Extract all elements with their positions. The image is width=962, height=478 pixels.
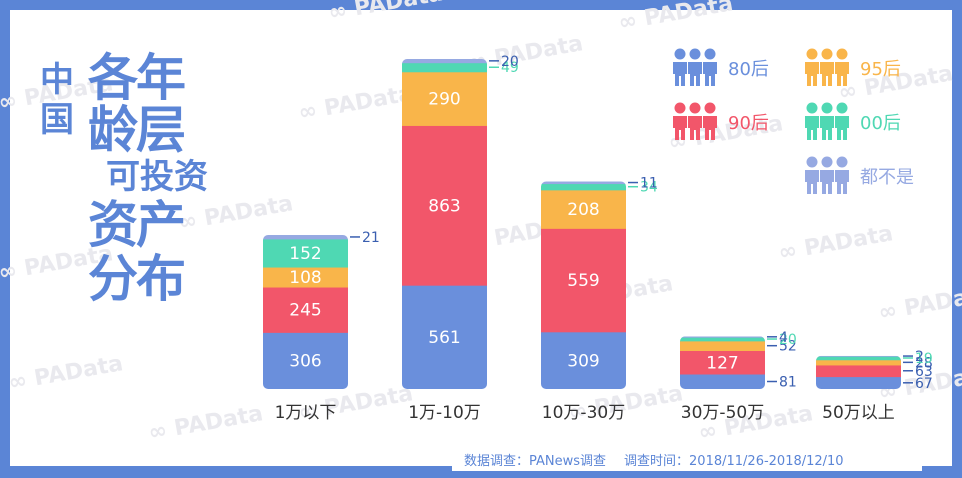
title-line-3: 可投资: [106, 157, 208, 197]
watermark-text: ∞ PAData: [877, 281, 962, 326]
title-prefix-char-2: 国: [40, 100, 74, 140]
data-label: 21: [362, 230, 380, 246]
bar-segment: [402, 71, 487, 126]
legend: 80后 95后 90后 00后 都不是: [672, 42, 932, 212]
legend-item-90: 90后: [672, 102, 769, 142]
data-label: 34: [640, 180, 658, 196]
watermark-text: ∞ PAData: [327, 0, 445, 26]
data-label: 81: [779, 375, 797, 391]
watermark-text: ∞ PAData: [147, 401, 265, 446]
bar-segment: [816, 356, 901, 361]
people-icon: [673, 102, 717, 140]
bar-segment: [263, 332, 348, 389]
data-label: 19: [915, 351, 933, 367]
data-label: 127: [706, 353, 738, 373]
data-label: 863: [428, 196, 460, 216]
chart-title: 各年 龄层 可投资 资产 分布: [88, 52, 228, 306]
people-icon: [805, 102, 849, 140]
bar-segment: [541, 181, 626, 185]
title-line-1: 各年: [88, 49, 186, 107]
people-icon: [673, 48, 717, 86]
legend-item-00: 00后: [804, 102, 901, 142]
data-label: 20: [501, 54, 519, 70]
bar-segment: [680, 350, 765, 375]
title-line-2: 龄层: [88, 101, 186, 159]
legend-item-95: 95后: [804, 48, 901, 88]
bar-segment: [263, 287, 348, 333]
bar-stack: [263, 235, 348, 389]
bars-layer: 306245108152211万以下56186329049201万-10万309…: [263, 54, 933, 423]
category-label: 1万-10万: [408, 403, 481, 423]
bar-segment: [402, 285, 487, 389]
bar-segment: [541, 331, 626, 389]
bar-stack: [402, 59, 487, 389]
legend-label-none: 都不是: [860, 167, 914, 188]
bar-stack: [816, 355, 901, 390]
footer-period: 调查时间：2018/11/26-2018/12/10: [624, 453, 844, 469]
data-label: 67: [915, 376, 933, 392]
legend-label-00: 00后: [860, 113, 901, 134]
data-label: 4: [779, 330, 788, 346]
data-label: 28: [915, 355, 933, 371]
data-label: 63: [915, 364, 933, 380]
people-icon: [805, 156, 849, 194]
bar-segment: [680, 340, 765, 352]
data-label: 52: [779, 339, 797, 355]
watermark-text: ∞ PAData: [777, 221, 895, 266]
bar-segment: [816, 355, 901, 357]
category-label: 1万以下: [275, 403, 337, 423]
watermark-text: ∞ PAData: [617, 0, 735, 36]
data-label: 561: [428, 328, 460, 348]
watermark-text: ∞ PAData: [7, 351, 125, 396]
bar-segment: [541, 189, 626, 229]
legend-label-95: 95后: [860, 59, 901, 80]
data-label: 309: [567, 351, 599, 371]
title-prefix-char-1: 中: [40, 60, 74, 100]
category-label: 30万-50万: [681, 403, 764, 423]
legend-label-90: 90后: [728, 113, 769, 134]
bar-segment: [263, 238, 348, 268]
footer-source: 数据调查：PANews调查: [464, 453, 607, 469]
data-label: 559: [567, 271, 599, 291]
legend-item-none: 都不是: [804, 156, 914, 196]
people-icon: [805, 48, 849, 86]
data-label: 11: [640, 176, 658, 192]
bar-segment: [680, 374, 765, 389]
bar-stack: [541, 181, 626, 389]
bar-segment: [263, 235, 348, 240]
data-label: 20: [779, 332, 797, 348]
data-label: 108: [289, 268, 321, 288]
bar-segment: [402, 62, 487, 73]
data-label: 306: [289, 352, 321, 372]
legend-label-80: 80后: [728, 59, 769, 80]
data-label: 49: [501, 60, 519, 76]
bar-segment: [680, 337, 765, 342]
data-label: 208: [567, 200, 599, 220]
title-prefix: 中 国: [40, 60, 82, 140]
data-label: 2: [915, 349, 924, 365]
data-label: 245: [289, 301, 321, 321]
legend-item-80: 80后: [672, 48, 769, 88]
title-line-4: 资产: [88, 196, 186, 254]
bar-segment: [680, 336, 765, 338]
bar-segment: [816, 376, 901, 390]
bar-segment: [263, 267, 348, 288]
bar-segment: [816, 364, 901, 378]
bar-segment: [402, 59, 487, 64]
bar-segment: [541, 183, 626, 191]
bar-segment: [816, 359, 901, 366]
bar-stack: [680, 336, 765, 389]
title-line-5: 分布: [88, 250, 186, 308]
footer: 数据调查：PANews调查 调查时间：2018/11/26-2018/12/10: [452, 447, 922, 471]
category-label: 10万-30万: [542, 403, 625, 423]
bar-segment: [402, 125, 487, 286]
category-label: 50万以上: [822, 403, 895, 423]
watermark-text: ∞ PAData: [297, 81, 415, 126]
data-label: 152: [289, 244, 321, 264]
bar-segment: [541, 228, 626, 333]
data-label: 290: [428, 90, 460, 110]
